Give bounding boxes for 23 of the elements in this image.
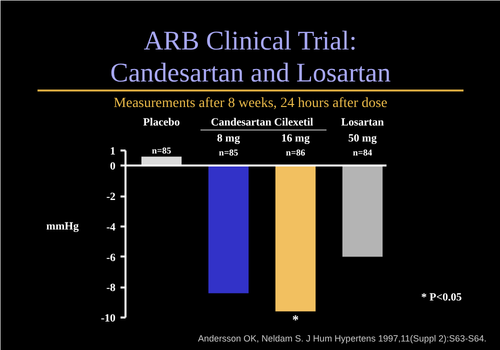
y-tick-label: -8: [106, 282, 116, 294]
y-tick-label: -6: [106, 252, 116, 264]
x-tick-label: 8 mg: [217, 132, 240, 144]
chart-title: ARB Clinical Trial: Candesartan and Losartan: [110, 26, 392, 88]
annotation: *: [292, 312, 299, 327]
text: Losartan: [341, 116, 384, 128]
annotation: n=85: [218, 148, 239, 158]
chart-subtitle: Measurements after 8 weeks, 24 hours after dose: [114, 96, 388, 111]
x-tick-label: 50 mg: [348, 132, 378, 144]
y-tick-label: -4: [106, 221, 116, 234]
text: Andersson OK, Neldam S. J Hum Hypertens 1997,11(Suppl 2):S63-S64.: [198, 334, 486, 344]
annotation: n=84: [352, 148, 373, 158]
x-tick-label: 16 mg: [281, 132, 310, 144]
y-tick-label: 1: [110, 146, 116, 158]
annotation: n=85: [152, 146, 172, 156]
y-tick-label: -2: [106, 191, 116, 204]
y-axis-title: mmHg: [46, 220, 80, 232]
annotation: n=86: [286, 148, 306, 158]
text: * P<0.05: [421, 292, 462, 304]
y-tick-label: 0: [110, 160, 116, 173]
x-tick-label: Placebo: [143, 116, 180, 128]
y-tick-label: -10: [100, 312, 116, 324]
text: Candesartan Cilexetil: [210, 116, 314, 128]
